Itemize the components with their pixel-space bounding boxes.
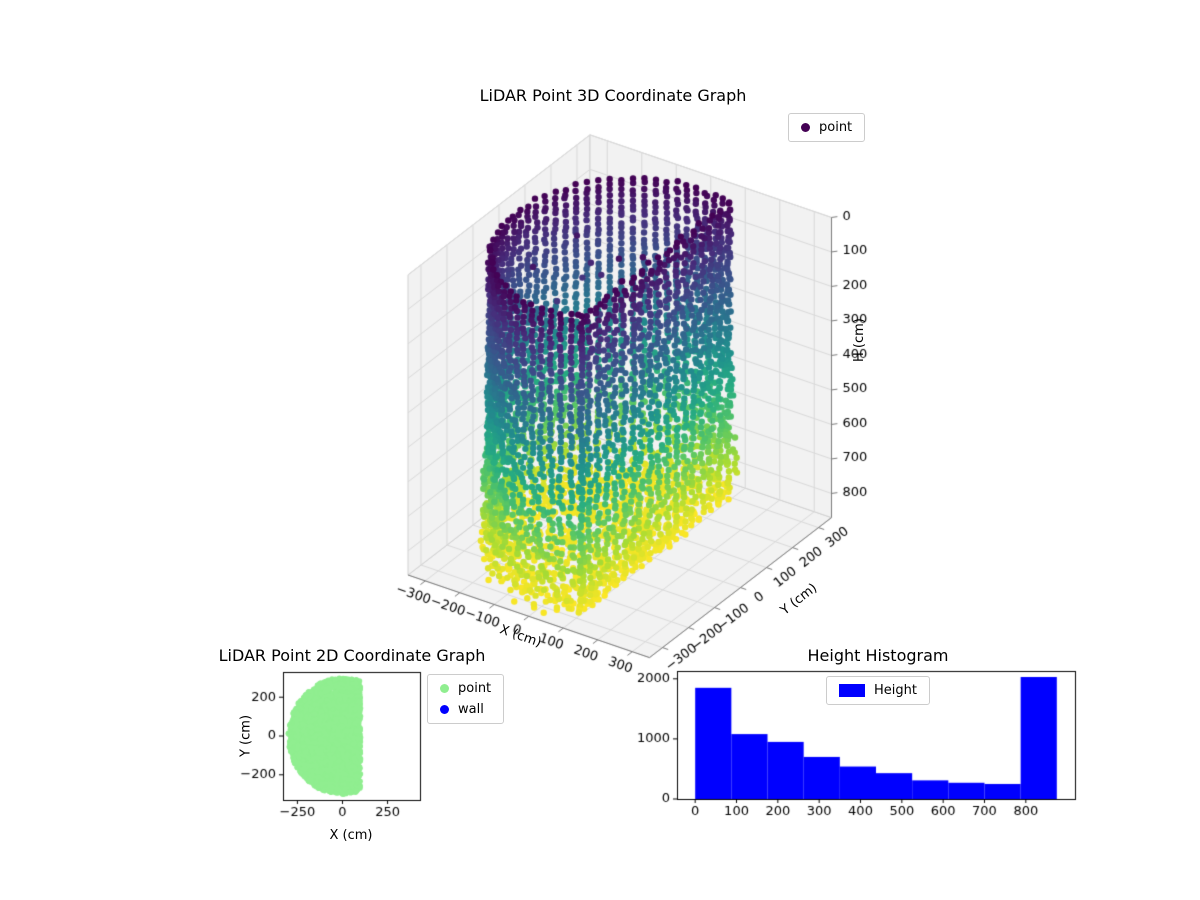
legend-item-wall: wall (438, 700, 493, 719)
legend-label-wall: wall (458, 702, 484, 717)
point-marker-icon (801, 123, 810, 132)
legend-item-point: point (438, 679, 493, 698)
plot3d-zlabel: H (cm) (852, 318, 867, 362)
wall-marker-icon (440, 705, 449, 714)
plot2d-ylabel: Y (cm) (238, 714, 254, 758)
hist-legend: Height (826, 676, 930, 705)
legend-item-height: Height (837, 681, 919, 700)
legend-label-height: Height (874, 683, 917, 698)
plot2d-title: LiDAR Point 2D Coordinate Graph (218, 646, 486, 665)
hist-title: Height Histogram (807, 646, 949, 665)
legend-label-point: point (458, 681, 492, 696)
point-marker-icon (440, 684, 449, 693)
plot2d-xlabel: X (cm) (329, 828, 373, 843)
plot2d-legend: point wall (427, 674, 505, 724)
plot3d-legend: point (788, 113, 866, 142)
legend-item-point: point (799, 118, 854, 137)
legend-label-point: point (819, 120, 853, 135)
plot3d-title: LiDAR Point 3D Coordinate Graph (479, 86, 747, 105)
height-patch-icon (839, 684, 865, 697)
